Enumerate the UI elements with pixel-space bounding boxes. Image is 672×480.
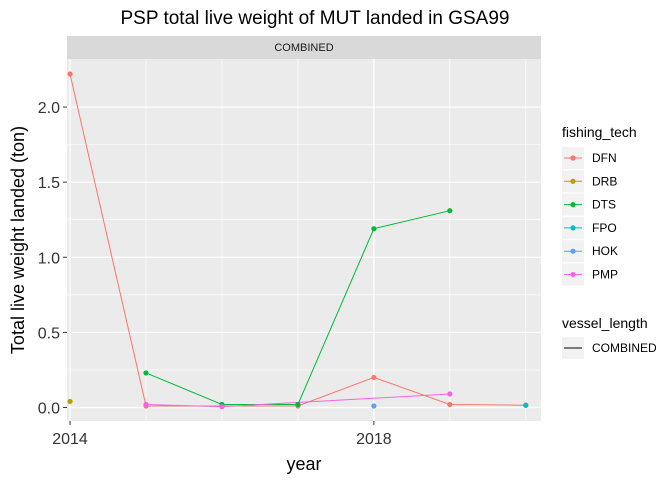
legend-label-fpo: FPO — [592, 221, 617, 235]
data-point-dts — [371, 226, 377, 232]
data-point-dts — [295, 401, 301, 408]
legend-linetype-label: COMBINED — [592, 341, 657, 355]
data-point-dfn — [67, 71, 73, 77]
legend-linetype-entries: COMBINED — [562, 337, 657, 359]
legend-label-dts: DTS — [592, 198, 616, 212]
legend-swatch-point-drb — [570, 178, 576, 184]
y-tick-label: 0.5 — [38, 325, 60, 342]
data-point-pmp — [219, 404, 225, 410]
legend-swatch-point-fpo — [570, 225, 576, 231]
legend-swatch-point-dfn — [570, 155, 576, 161]
plot-panel — [67, 59, 541, 421]
x-tick-label: 2014 — [52, 431, 88, 448]
data-point-dts — [447, 208, 453, 214]
data-point-fpo — [523, 402, 529, 408]
legend-label-pmp: PMP — [592, 268, 618, 282]
y-tick-label: 2.0 — [38, 100, 60, 117]
y-axis-title: Total live weight landed (ton) — [8, 126, 28, 354]
data-point-dfn — [447, 401, 453, 408]
facet-strip-label: COMBINED — [274, 42, 333, 54]
x-axis: 2014 2018 — [52, 421, 392, 448]
y-tick-label: 0.0 — [38, 400, 60, 417]
legend-label-drb: DRB — [592, 174, 617, 188]
legend-color-title: fishing_tech — [562, 124, 637, 140]
data-point-pmp — [143, 401, 149, 408]
data-point-hok — [371, 403, 377, 409]
y-axis: 0.0 0.5 1.0 1.5 2.0 — [38, 100, 67, 417]
x-axis-title: year — [286, 454, 321, 474]
facet-strip — [67, 36, 541, 59]
data-point-drb — [67, 398, 73, 405]
data-point-pmp — [447, 391, 453, 397]
legend-label-dfn: DFN — [592, 151, 617, 165]
legend-linetype-title: vessel_length — [562, 315, 648, 331]
legend-swatch-point-dts — [570, 202, 576, 208]
data-point-dts — [143, 370, 149, 376]
x-tick-label: 2018 — [356, 431, 392, 448]
legend-swatch-point-hok — [570, 248, 576, 254]
minor-gridlines — [67, 59, 541, 421]
data-point-dfn — [371, 374, 377, 381]
series-points — [67, 71, 529, 410]
legend-swatch-point-pmp — [570, 271, 576, 278]
y-tick-label: 1.0 — [38, 250, 60, 267]
major-gridlines — [67, 59, 541, 421]
legend: fishing_tech DFN DRB DTS FPO HOK PMP vessel_l… — [562, 124, 657, 359]
chart-title: PSP total live weight of MUT landed in G… — [120, 8, 509, 29]
legend-label-hok: HOK — [592, 244, 618, 258]
y-tick-label: 1.5 — [38, 175, 60, 192]
legend-color-entries: DFN DRB DTS FPO HOK PMP — [562, 147, 618, 286]
